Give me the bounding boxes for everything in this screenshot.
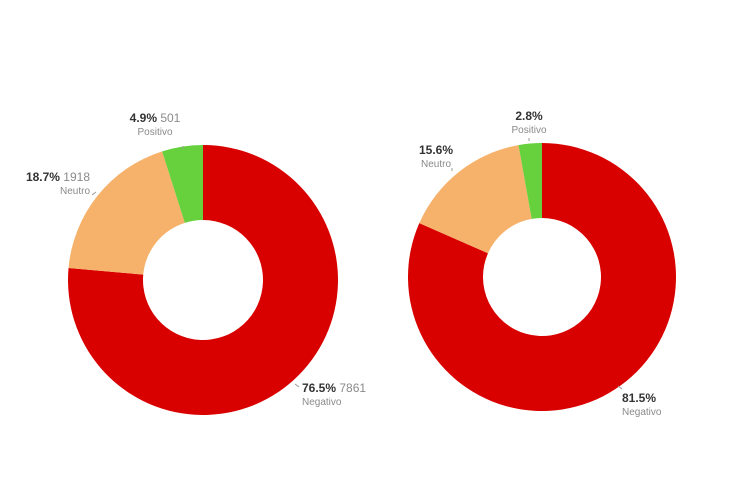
label-negativo: 76.5% 7861 Negativo	[294, 381, 366, 408]
slice-negativo[interactable]	[407, 143, 676, 412]
category-label: Neutro	[421, 159, 451, 170]
value-label: 76.5% 7861	[302, 381, 366, 395]
count-label: 1918	[60, 170, 90, 184]
label-neutro: 18.7% 1918 Neutro	[26, 170, 97, 197]
value-label: 81.5%	[622, 391, 656, 405]
percent-label: 2.8%	[515, 109, 543, 123]
percent-label: 15.6%	[419, 143, 453, 157]
percent-label: 81.5%	[622, 391, 656, 405]
category-label: Negativo	[302, 397, 342, 408]
count-label: 501	[157, 111, 181, 125]
slice-positivo[interactable]	[518, 143, 542, 219]
slice-neutro[interactable]	[419, 145, 532, 254]
percent-label: 4.9%	[130, 111, 158, 125]
percent-label: 76.5%	[302, 381, 336, 395]
slice-positivo[interactable]	[162, 145, 203, 223]
category-label: Neutro	[60, 186, 90, 197]
label-positivo: 4.9% 501 Positivo	[130, 111, 184, 149]
value-label: 15.6%	[419, 143, 453, 157]
leader-line	[617, 385, 623, 390]
category-label: Positivo	[511, 125, 546, 136]
category-label: Negativo	[622, 407, 662, 418]
value-label: 2.8%	[515, 109, 543, 123]
count-label: 7861	[336, 381, 366, 395]
leader-line	[294, 383, 300, 388]
donut-chart-2: 81.5% Negativo 15.6% Neutro 2.8% Positivo	[407, 109, 676, 418]
value-label: 18.7% 1918	[26, 170, 90, 184]
slice-negativo[interactable]	[67, 145, 338, 415]
leader-line	[91, 191, 97, 196]
donut-chart-1: 76.5% 7861 Negativo 18.7% 1918 Neutro 4.9% 5…	[26, 111, 366, 415]
value-label: 4.9% 501	[130, 111, 181, 125]
category-label: Positivo	[137, 127, 172, 138]
slice-neutro[interactable]	[68, 151, 185, 275]
label-positivo: 2.8% Positivo	[511, 109, 547, 141]
percent-label: 18.7%	[26, 170, 60, 184]
label-neutro: 15.6% Neutro	[419, 143, 453, 171]
label-negativo: 81.5% Negativo	[617, 385, 662, 418]
